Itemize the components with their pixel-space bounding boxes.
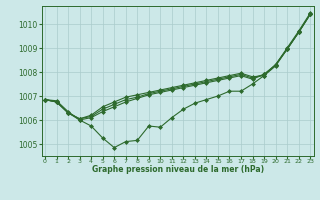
X-axis label: Graphe pression niveau de la mer (hPa): Graphe pression niveau de la mer (hPa) <box>92 165 264 174</box>
